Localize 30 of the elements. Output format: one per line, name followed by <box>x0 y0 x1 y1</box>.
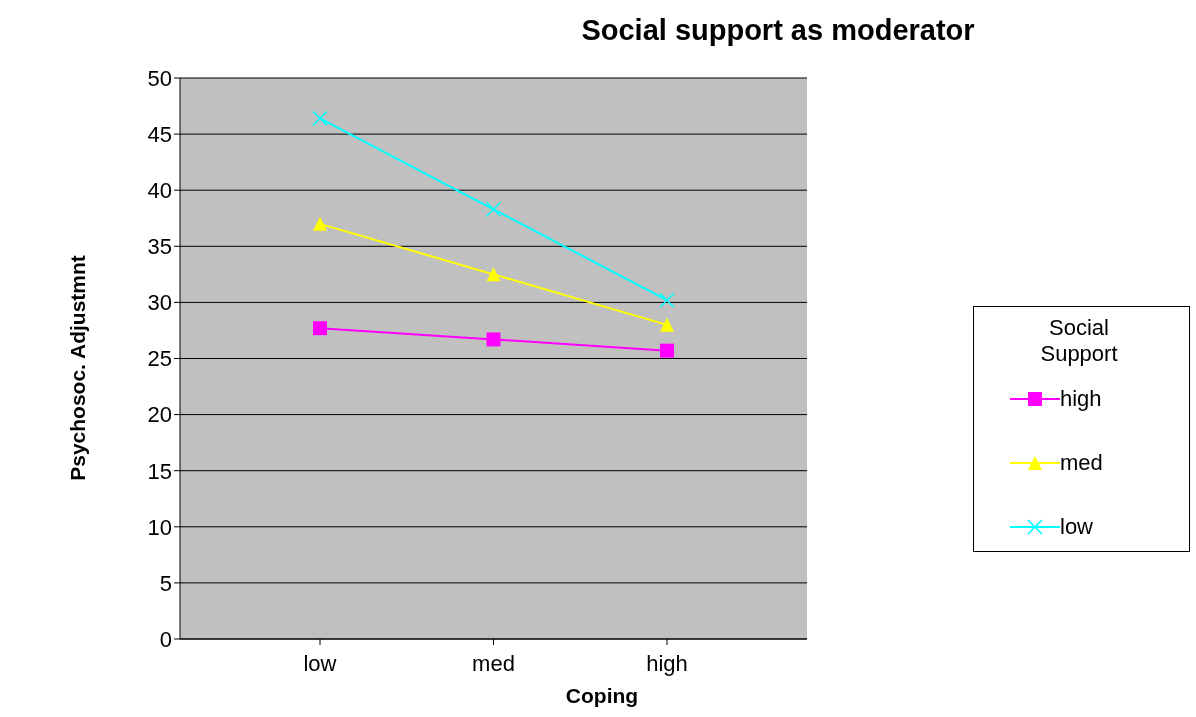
point <box>660 343 674 358</box>
legend-label: high <box>1060 386 1102 412</box>
y-tick-label: 50 <box>147 65 172 91</box>
x-axis-title: Coping <box>564 684 640 708</box>
legend-label: med <box>1060 450 1103 476</box>
y-tick-label: 15 <box>147 458 172 484</box>
y-tick-label: 10 <box>147 514 172 540</box>
chart-title: Social support as moderator <box>580 14 976 47</box>
x-tick-label: med <box>472 650 515 676</box>
y-tick-label: 0 <box>159 626 172 652</box>
y-tick-label: 40 <box>147 178 172 204</box>
y-tick-label: 45 <box>147 121 172 147</box>
y-tick-label: 20 <box>147 402 172 428</box>
point <box>313 216 327 231</box>
point <box>660 317 674 332</box>
point <box>312 110 328 127</box>
y-tick-label: 25 <box>147 346 172 372</box>
y-axis-title: Psychosoc. Adjustmnt <box>66 255 90 481</box>
point <box>486 267 501 282</box>
legend-label: low <box>1060 514 1094 540</box>
x-tick-label: low <box>303 650 337 676</box>
y-tick-label: 35 <box>147 234 172 260</box>
point <box>313 321 327 336</box>
point <box>485 201 502 218</box>
y-tick-label: 30 <box>147 290 172 316</box>
x-tick-label: high <box>646 650 688 676</box>
y-tick-label: 5 <box>159 570 172 596</box>
point <box>486 332 501 347</box>
point <box>659 292 675 308</box>
legend-title: Social Support <box>1039 315 1119 367</box>
